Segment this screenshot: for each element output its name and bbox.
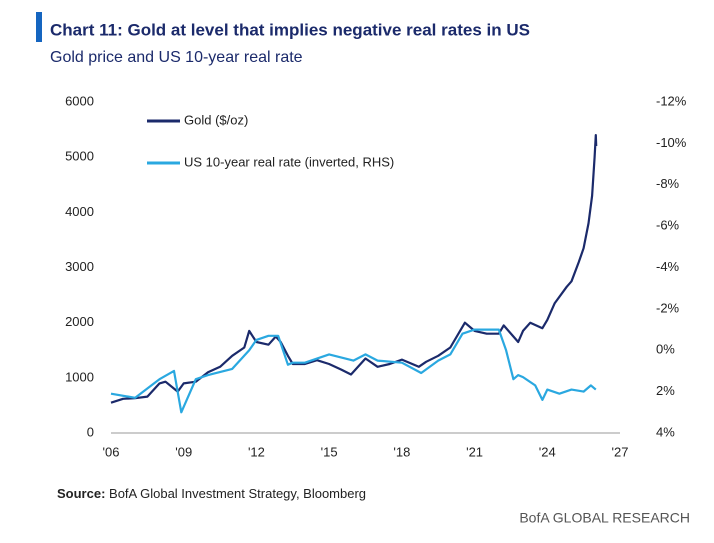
y2-tick-label: -6% xyxy=(656,218,680,233)
x-tick-label: '21 xyxy=(466,444,483,459)
source: Source: BofA Global Investment Strategy,… xyxy=(57,486,366,501)
title-accent xyxy=(36,12,42,42)
y-tick-label: 3000 xyxy=(65,259,94,274)
source-label: Source: xyxy=(57,486,105,501)
y2-tick-label: -10% xyxy=(656,135,687,150)
y2-tick-label: 4% xyxy=(656,424,675,439)
y-tick-label: 4000 xyxy=(65,204,94,219)
source-text: BofA Global Investment Strategy, Bloombe… xyxy=(109,486,366,501)
y-tick-label: 0 xyxy=(87,424,94,439)
x-tick-label: '27 xyxy=(612,444,629,459)
brand: BofA GLOBAL RESEARCH xyxy=(519,510,690,526)
series-line xyxy=(110,328,597,414)
x-tick-label: '15 xyxy=(321,444,338,459)
y2-tick-label: -12% xyxy=(656,93,687,108)
y2-tick-label: -8% xyxy=(656,176,680,191)
x-tick-label: '18 xyxy=(393,444,410,459)
y-tick-label: 6000 xyxy=(65,93,94,108)
x-tick-label: '06 xyxy=(103,444,120,459)
y-tick-label: 2000 xyxy=(65,314,94,329)
chart-title: Chart 11: Gold at level that implies neg… xyxy=(50,20,530,39)
chart-subtitle: Gold price and US 10-year real rate xyxy=(50,49,303,66)
x-tick-label: '12 xyxy=(248,444,265,459)
y2-tick-label: 0% xyxy=(656,342,675,357)
series-line xyxy=(110,134,598,404)
legend-label: Gold ($/oz) xyxy=(184,112,248,127)
y2-tick-label: 2% xyxy=(656,383,675,398)
x-tick-label: '24 xyxy=(539,444,556,459)
legend-label: US 10-year real rate (inverted, RHS) xyxy=(184,154,394,169)
y-tick-label: 1000 xyxy=(65,369,94,384)
y2-tick-label: -4% xyxy=(656,259,680,274)
y-tick-label: 5000 xyxy=(65,149,94,164)
x-tick-label: '09 xyxy=(175,444,192,459)
y2-tick-label: -2% xyxy=(656,300,680,315)
